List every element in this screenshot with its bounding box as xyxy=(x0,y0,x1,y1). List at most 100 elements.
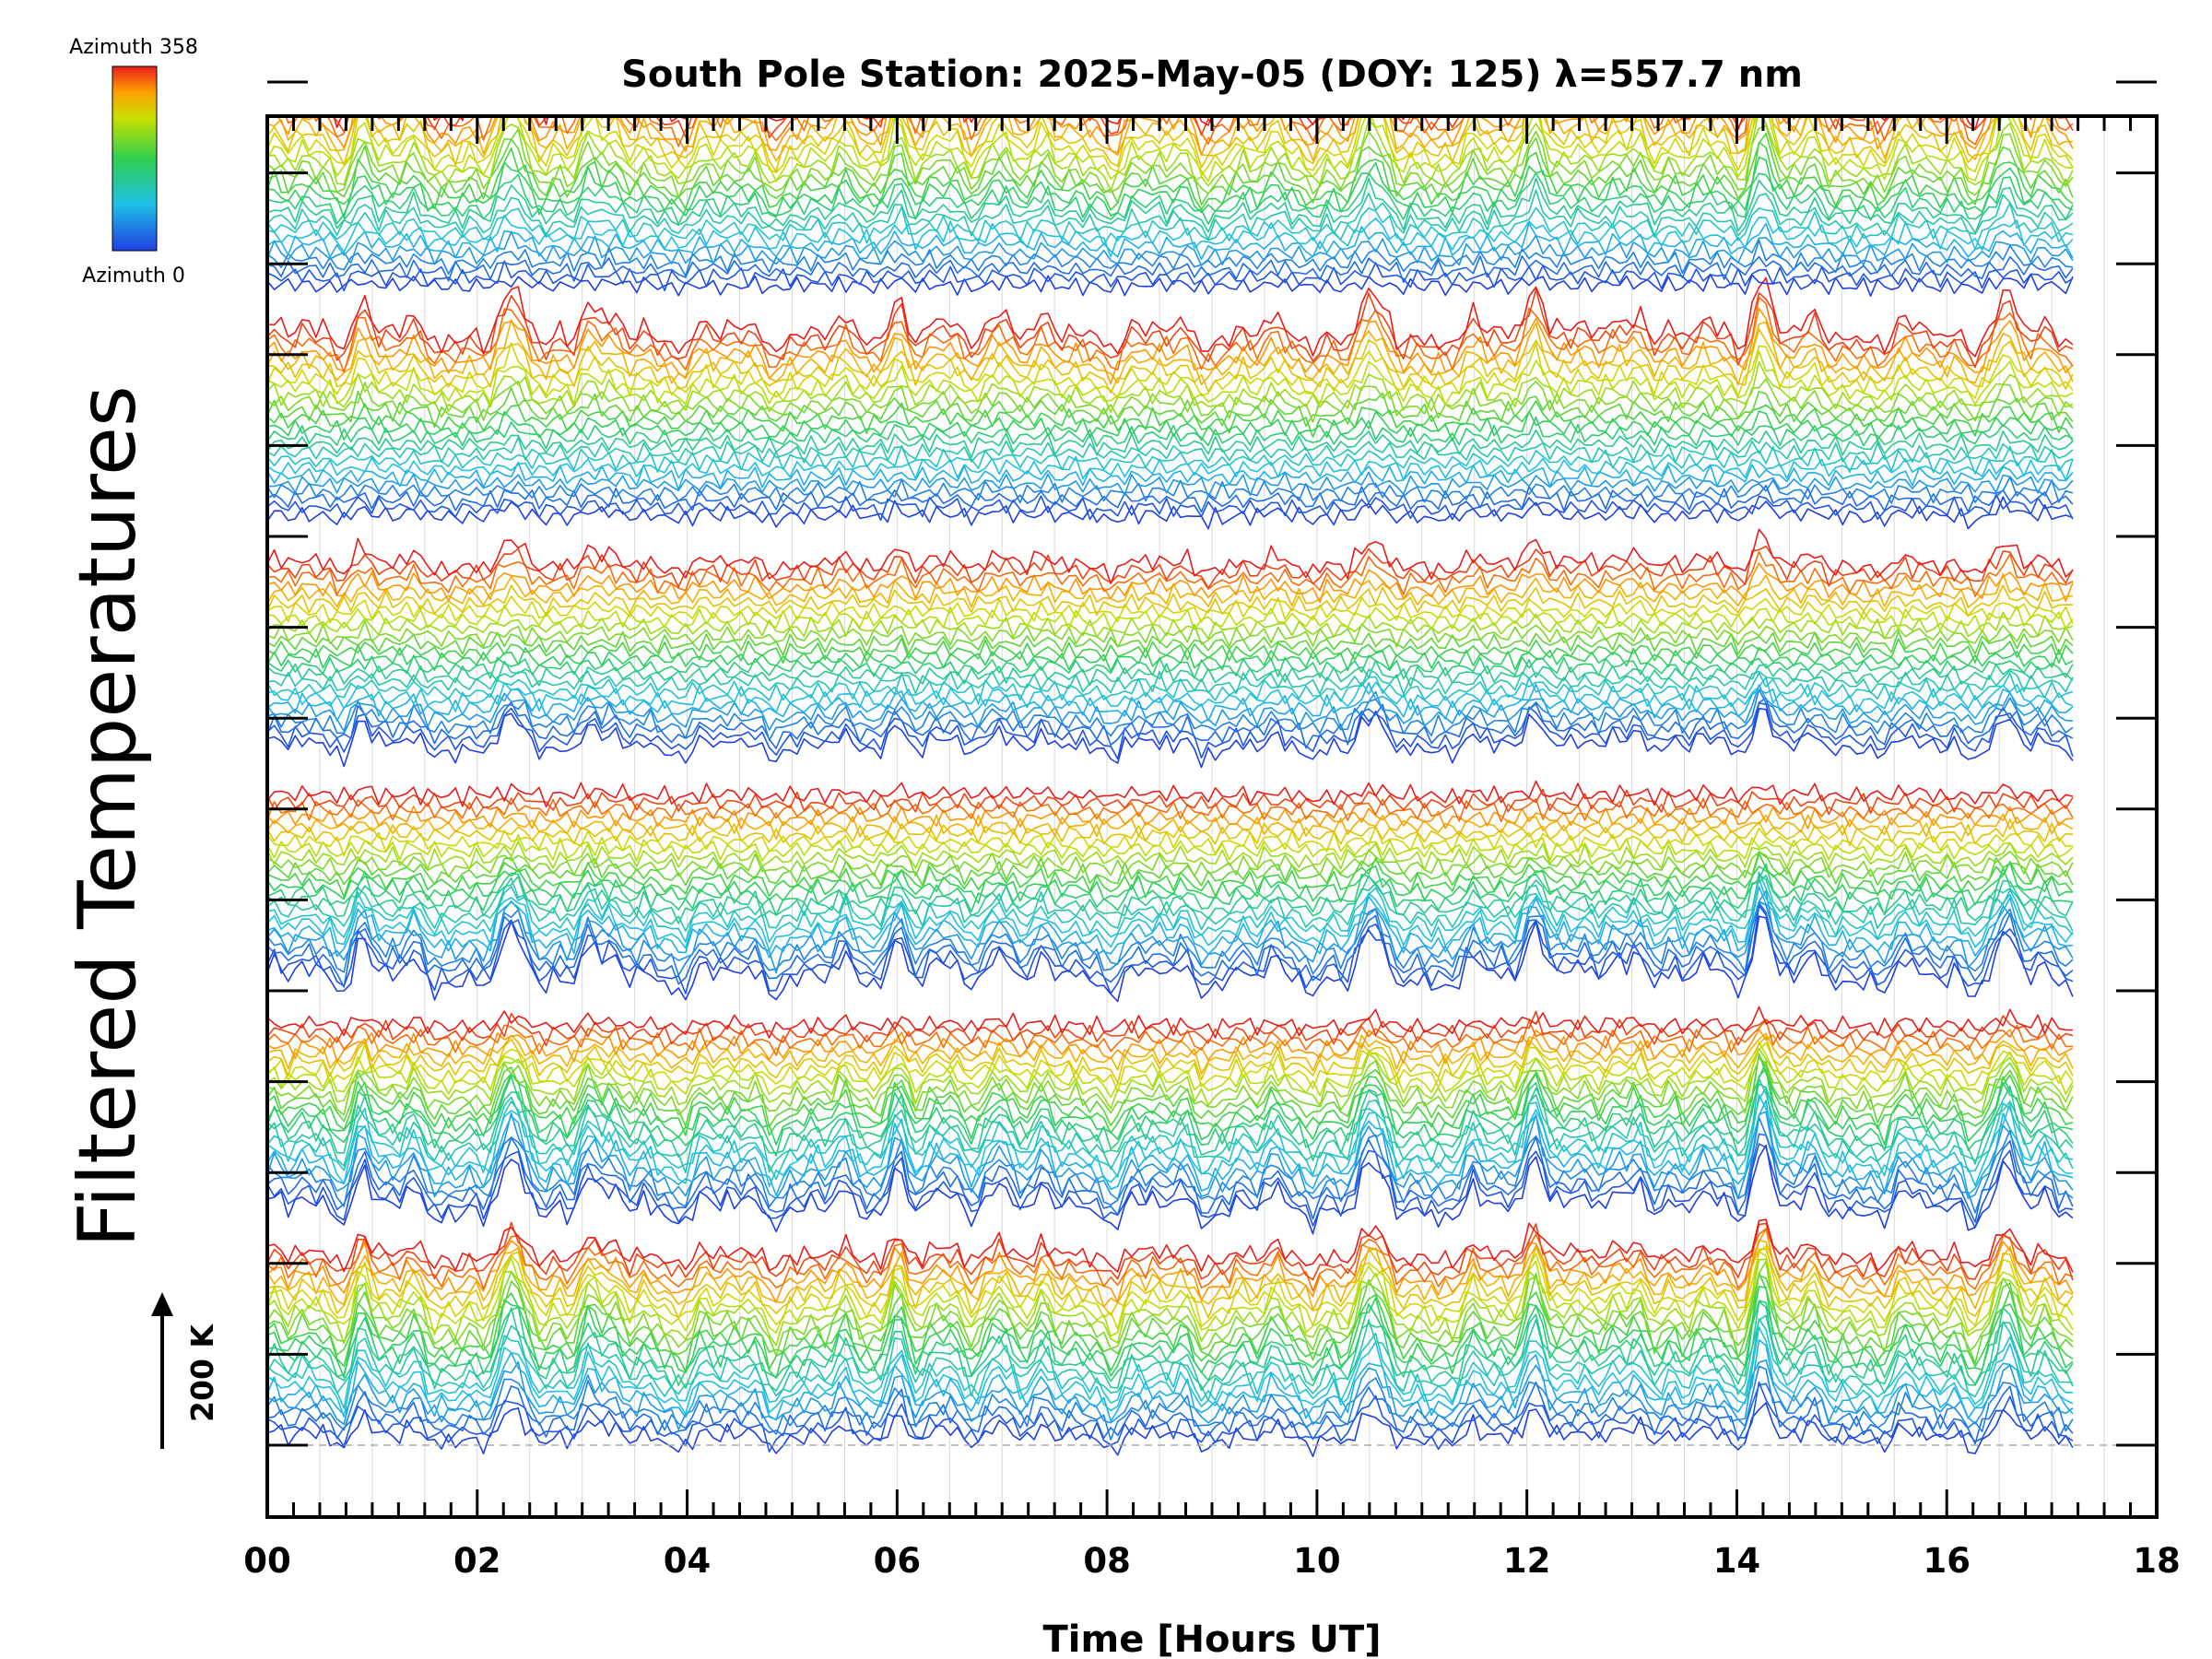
temperature-trace xyxy=(267,605,2074,633)
temperature-trace xyxy=(267,378,2074,423)
temperature-trace xyxy=(267,1111,2074,1200)
y-axis-label: Filtered Temperatures xyxy=(62,385,154,1248)
temperature-trace xyxy=(267,496,2074,530)
temperature-trace xyxy=(267,1018,2073,1056)
temperature-trace xyxy=(267,1260,2074,1357)
temperature-trace xyxy=(267,1272,2074,1372)
temperature-trace xyxy=(267,654,2074,680)
temperature-trace xyxy=(267,476,2074,504)
temperature-trace xyxy=(267,1246,2074,1319)
scale-bar-arrow xyxy=(151,1292,173,1316)
temperature-trace xyxy=(267,1228,2074,1303)
temperature-trace xyxy=(267,116,2073,182)
temperature-trace xyxy=(267,708,2074,769)
temperature-trace xyxy=(267,350,2074,406)
temperature-trace xyxy=(267,1010,2074,1047)
temperature-trace xyxy=(267,584,2073,618)
temperature-trace xyxy=(267,528,2074,584)
temperature-trace xyxy=(267,643,2074,672)
temperature-trace xyxy=(267,630,2074,656)
x-tick-label: 00 xyxy=(243,1541,291,1581)
temperature-trace xyxy=(267,177,2074,234)
temperature-trace xyxy=(267,493,2074,522)
temperature-trace xyxy=(267,702,2074,760)
temperature-trace xyxy=(267,273,2074,297)
temperature-trace xyxy=(267,116,2073,162)
temperature-trace xyxy=(267,296,2074,373)
temperature-trace xyxy=(267,545,2074,589)
temperature-trace xyxy=(267,436,2074,464)
temperature-trace xyxy=(267,834,2074,862)
temperature-traces xyxy=(267,116,2074,1457)
temperature-trace xyxy=(267,484,2074,513)
temperature-trace xyxy=(267,1100,2074,1196)
temperature-trace xyxy=(267,1300,2074,1392)
temperature-trace xyxy=(267,1381,2074,1453)
temperature-trace xyxy=(267,133,2074,206)
temperature-trace xyxy=(267,429,2074,459)
temperature-trace xyxy=(267,826,2073,856)
temperature-trace xyxy=(267,668,2074,695)
temperature-trace xyxy=(267,684,2073,732)
temperature-trace xyxy=(267,1144,2074,1235)
temperature-trace xyxy=(267,841,2074,871)
temperature-trace xyxy=(267,550,2074,597)
temperature-trace xyxy=(267,124,2074,198)
temperature-trace xyxy=(267,1068,2074,1157)
temperature-trace xyxy=(267,215,2074,258)
temperature-trace xyxy=(267,871,2074,943)
temperature-trace xyxy=(267,471,2074,498)
temperature-trace xyxy=(267,875,2074,924)
temperature-trace xyxy=(267,141,2074,211)
temperature-trace xyxy=(267,1116,2074,1214)
temperature-trace xyxy=(267,1286,2074,1380)
temperature-trace xyxy=(267,461,2074,490)
temperature-trace xyxy=(267,1318,2073,1409)
temperature-trace xyxy=(267,853,2074,898)
temperature-trace xyxy=(267,239,2073,276)
colorbar-top-label: Azimuth 358 xyxy=(69,36,198,59)
x-tick-label: 10 xyxy=(1293,1541,1341,1581)
temperature-trace xyxy=(267,797,2074,823)
temperature-trace xyxy=(267,444,2074,475)
temperature-trace xyxy=(267,1339,2074,1422)
temperature-trace xyxy=(267,849,2074,878)
temperature-trace xyxy=(267,1326,2074,1418)
temperature-trace xyxy=(267,387,2074,429)
x-tick-label: 04 xyxy=(664,1541,712,1581)
temperature-trace xyxy=(267,1133,2074,1223)
temperature-trace xyxy=(267,361,2074,413)
temperature-trace xyxy=(267,818,2073,847)
temperature-trace xyxy=(267,116,2074,172)
x-tick-label: 16 xyxy=(1923,1541,1971,1581)
temperature-trace xyxy=(267,328,2074,394)
temperature-trace xyxy=(267,1087,2074,1181)
temperature-trace xyxy=(267,637,2074,665)
temperature-trace xyxy=(267,230,2074,266)
temperature-trace xyxy=(267,189,2074,241)
temperature-trace xyxy=(267,595,2074,625)
temperature-trace xyxy=(267,620,2074,648)
temperature-trace xyxy=(267,1006,2073,1039)
chart-title: South Pole Station: 2025-May-05 (DOY: 12… xyxy=(621,53,1803,96)
temperature-trace xyxy=(267,276,2074,358)
temperature-trace xyxy=(267,682,2074,722)
temperature-trace xyxy=(267,1143,2074,1229)
temperature-trace xyxy=(267,672,2074,705)
temperature-trace xyxy=(267,288,2074,369)
temperature-trace xyxy=(267,1053,2074,1136)
temperature-trace xyxy=(267,1245,2074,1330)
temperature-trace xyxy=(267,874,2074,932)
temperature-trace xyxy=(267,889,2074,974)
x-tick-label: 06 xyxy=(874,1541,922,1581)
temperature-trace xyxy=(267,901,2074,988)
temperature-trace xyxy=(267,260,2074,292)
x-tick-label: 02 xyxy=(453,1541,501,1581)
temperature-trace xyxy=(267,455,2074,481)
temperature-trace xyxy=(267,202,2074,251)
temperature-trace xyxy=(267,572,2073,608)
temperature-trace xyxy=(267,1053,2074,1128)
temperature-trace xyxy=(267,255,2074,284)
x-tick-label: 12 xyxy=(1503,1541,1551,1581)
